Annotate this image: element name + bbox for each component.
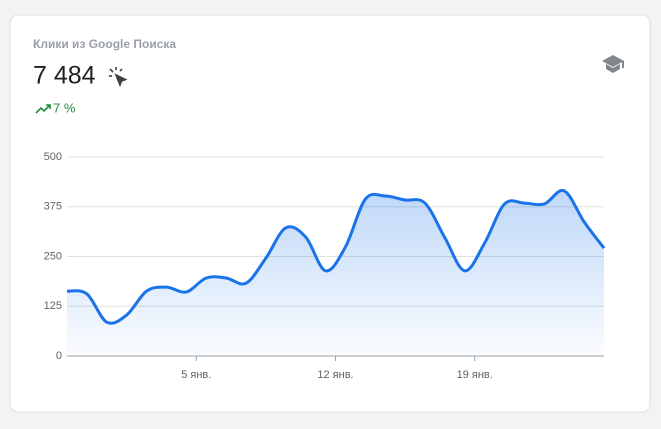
area [67, 190, 604, 356]
card-change: 7 % [53, 100, 76, 115]
card-value: 7 484 [33, 62, 96, 90]
trend-icon [35, 104, 51, 114]
card-title: Клики из Google Поиска [33, 37, 176, 51]
y-tick-label: 0 [56, 350, 62, 362]
y-tick-label: 500 [44, 151, 62, 163]
x-tick-label: 5 янв. [181, 369, 211, 381]
x-tick-label: 19 янв. [457, 369, 493, 381]
line [66, 188, 606, 325]
cursor-icon [109, 67, 128, 88]
x-tick-label: 12 янв. [317, 369, 353, 381]
y-tick-label: 250 [44, 250, 62, 262]
learn-icon[interactable] [602, 55, 624, 73]
y-tick-label: 125 [44, 300, 62, 312]
y-tick-label: 375 [44, 201, 62, 213]
